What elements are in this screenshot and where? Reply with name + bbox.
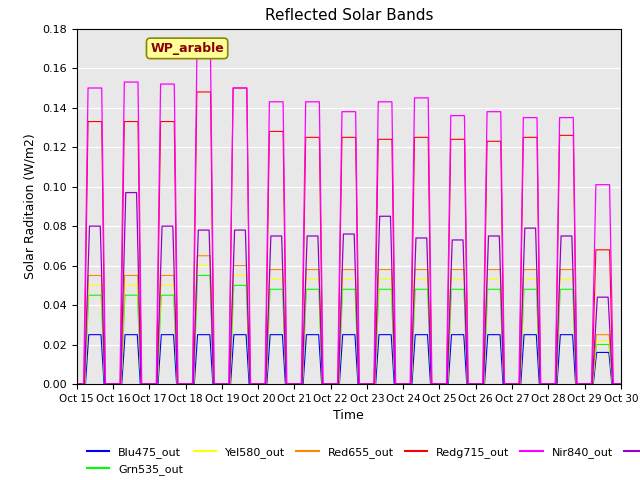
Grn535_out bbox=[564, 287, 572, 292]
Nir840_out bbox=[588, 358, 596, 364]
Y-axis label: Solar Raditaion (W/m2): Solar Raditaion (W/m2) bbox=[24, 133, 36, 279]
Text: WP_arable: WP_arable bbox=[150, 42, 224, 55]
Yel580_out bbox=[413, 276, 421, 282]
Red655_out bbox=[282, 355, 289, 360]
Red655_out bbox=[413, 267, 421, 273]
Yel580_out bbox=[564, 276, 572, 282]
Line: Nir945_out: Nir945_out bbox=[77, 192, 621, 384]
Nir945_out bbox=[122, 190, 130, 195]
Nir840_out bbox=[564, 115, 572, 120]
Line: Nir840_out: Nir840_out bbox=[77, 59, 621, 384]
Yel580_out bbox=[617, 381, 625, 387]
X-axis label: Time: Time bbox=[333, 409, 364, 422]
Redg715_out bbox=[588, 376, 596, 382]
Red655_out bbox=[193, 253, 201, 259]
Yel580_out bbox=[588, 381, 596, 387]
Line: Grn535_out: Grn535_out bbox=[77, 276, 621, 384]
Legend: Blu475_out, Grn535_out, Yel580_out, Red655_out, Redg715_out, Nir840_out, Nir945_: Blu475_out, Grn535_out, Yel580_out, Red6… bbox=[83, 443, 640, 479]
Redg715_out bbox=[617, 381, 625, 387]
Nir840_out bbox=[282, 266, 289, 272]
Nir945_out bbox=[138, 381, 146, 387]
Line: Red655_out: Red655_out bbox=[77, 256, 621, 384]
Title: Reflected Solar Bands: Reflected Solar Bands bbox=[264, 9, 433, 24]
Nir945_out bbox=[282, 355, 289, 361]
Blu475_out bbox=[85, 332, 93, 337]
Line: Yel580_out: Yel580_out bbox=[77, 265, 621, 384]
Red655_out bbox=[138, 381, 146, 387]
Nir945_out bbox=[567, 233, 575, 239]
Blu475_out bbox=[413, 332, 421, 337]
Nir945_out bbox=[413, 235, 421, 241]
Yel580_out bbox=[73, 381, 81, 387]
Redg715_out bbox=[73, 381, 81, 387]
Red655_out bbox=[617, 381, 625, 387]
Nir945_out bbox=[564, 233, 572, 239]
Grn535_out bbox=[413, 287, 421, 292]
Redg715_out bbox=[229, 85, 237, 91]
Yel580_out bbox=[567, 276, 575, 282]
Grn535_out bbox=[588, 381, 596, 387]
Blu475_out bbox=[567, 332, 575, 337]
Nir840_out bbox=[617, 381, 625, 387]
Blu475_out bbox=[282, 381, 289, 386]
Yel580_out bbox=[138, 381, 146, 387]
Redg715_out bbox=[282, 295, 289, 300]
Redg715_out bbox=[564, 132, 572, 138]
Grn535_out bbox=[73, 381, 81, 387]
Blu475_out bbox=[617, 381, 625, 387]
Red655_out bbox=[588, 381, 596, 387]
Grn535_out bbox=[617, 381, 625, 387]
Grn535_out bbox=[282, 364, 289, 370]
Grn535_out bbox=[138, 381, 146, 387]
Red655_out bbox=[73, 381, 81, 387]
Nir945_out bbox=[73, 381, 81, 387]
Nir840_out bbox=[413, 95, 421, 101]
Nir840_out bbox=[138, 381, 146, 387]
Nir840_out bbox=[567, 115, 575, 120]
Nir945_out bbox=[617, 381, 625, 387]
Red655_out bbox=[567, 267, 575, 273]
Blu475_out bbox=[564, 332, 572, 337]
Redg715_out bbox=[138, 381, 146, 387]
Line: Blu475_out: Blu475_out bbox=[77, 335, 621, 384]
Blu475_out bbox=[588, 381, 596, 387]
Blu475_out bbox=[73, 381, 81, 387]
Grn535_out bbox=[194, 273, 202, 278]
Nir840_out bbox=[73, 381, 81, 387]
Red655_out bbox=[564, 267, 572, 273]
Nir840_out bbox=[193, 56, 201, 61]
Blu475_out bbox=[138, 381, 146, 387]
Grn535_out bbox=[567, 287, 575, 292]
Redg715_out bbox=[567, 132, 575, 138]
Yel580_out bbox=[282, 357, 289, 363]
Nir945_out bbox=[588, 381, 596, 387]
Redg715_out bbox=[413, 134, 421, 140]
Yel580_out bbox=[193, 263, 201, 268]
Line: Redg715_out: Redg715_out bbox=[77, 88, 621, 384]
